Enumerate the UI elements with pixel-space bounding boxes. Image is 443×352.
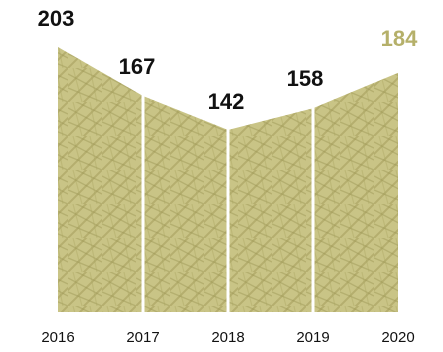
x-tick-label: 2018 <box>211 329 244 346</box>
value-label: 158 <box>287 66 324 91</box>
value-label: 142 <box>208 89 245 114</box>
x-axis-ticks: 2016 2017 2018 2019 2020 <box>41 329 414 346</box>
x-tick-label: 2019 <box>296 329 329 346</box>
value-label: 203 <box>38 6 75 31</box>
value-label: 167 <box>119 54 156 79</box>
separators <box>141 94 315 313</box>
value-labels: 203 167 142 158 184 <box>38 6 418 114</box>
value-label: 184 <box>381 26 418 51</box>
x-tick-label: 2016 <box>41 329 74 346</box>
x-tick-label: 2017 <box>126 329 159 346</box>
x-tick-label: 2020 <box>381 329 414 346</box>
